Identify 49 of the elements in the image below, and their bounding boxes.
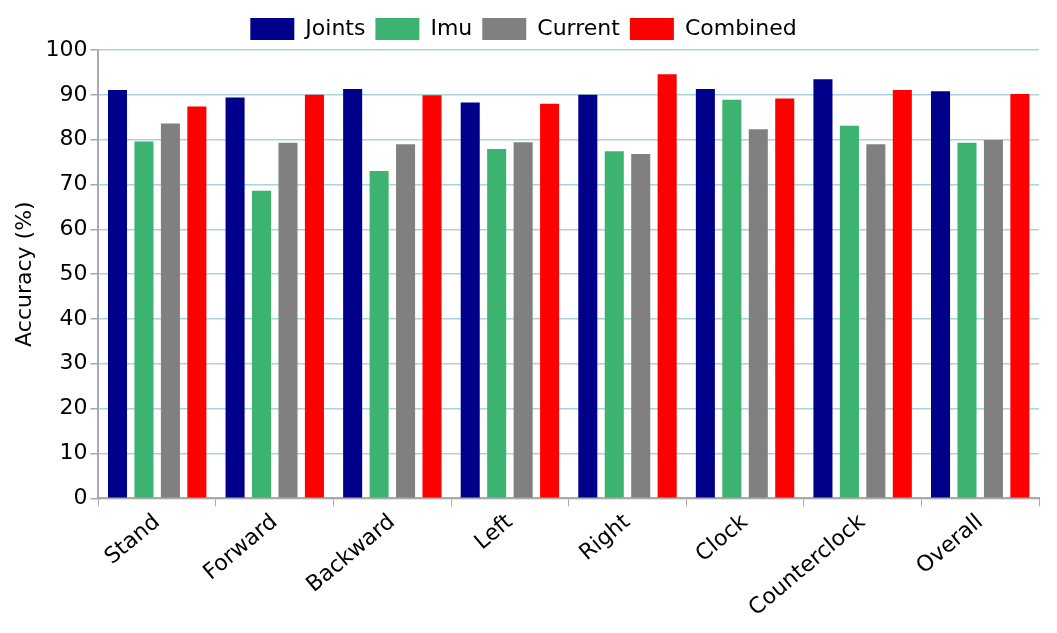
y-tick-label: 100 <box>45 35 88 61</box>
legend-label: Current <box>537 14 621 40</box>
y-tick-label: 20 <box>59 394 88 420</box>
y-tick-label: 80 <box>59 125 88 151</box>
bar <box>631 154 651 498</box>
bar <box>540 103 560 498</box>
bar <box>839 125 859 498</box>
bar <box>892 89 912 498</box>
y-tick-label: 40 <box>59 304 88 330</box>
bar <box>369 171 389 498</box>
bar <box>722 99 742 498</box>
bar <box>487 149 507 498</box>
bar <box>578 94 598 498</box>
y-tick-label: 50 <box>59 259 88 285</box>
bar <box>657 74 677 498</box>
bar <box>396 144 416 498</box>
bar <box>134 141 154 498</box>
y-tick-label: 60 <box>59 215 88 241</box>
bar <box>107 89 128 498</box>
bar <box>343 89 363 498</box>
legend-label: Imu <box>430 14 473 40</box>
bar <box>866 144 886 498</box>
bar <box>460 102 480 498</box>
bar <box>695 89 715 498</box>
bar <box>983 140 1003 498</box>
bar <box>278 142 298 498</box>
bar <box>304 94 324 498</box>
bar <box>957 142 977 498</box>
y-tick-label: 70 <box>59 170 88 196</box>
bar <box>187 106 207 498</box>
bar <box>513 142 533 498</box>
bar <box>931 91 951 498</box>
bar <box>160 123 180 498</box>
bar <box>225 97 245 498</box>
y-axis-title: Accuracy (%) <box>10 201 36 347</box>
y-tick-label: 10 <box>59 439 88 465</box>
legend-label: Joints <box>303 14 366 40</box>
y-tick-label: 90 <box>59 80 88 106</box>
bar <box>252 190 272 498</box>
bar <box>748 129 768 498</box>
bar <box>604 151 624 498</box>
bar <box>813 79 833 498</box>
bar <box>422 95 442 498</box>
bar <box>1010 93 1030 498</box>
x-tick-label: Left <box>469 508 518 555</box>
y-tick-label: 0 <box>73 483 88 509</box>
bar <box>775 98 795 498</box>
y-tick-label: 30 <box>59 349 88 375</box>
legend-label: Combined <box>684 14 797 40</box>
